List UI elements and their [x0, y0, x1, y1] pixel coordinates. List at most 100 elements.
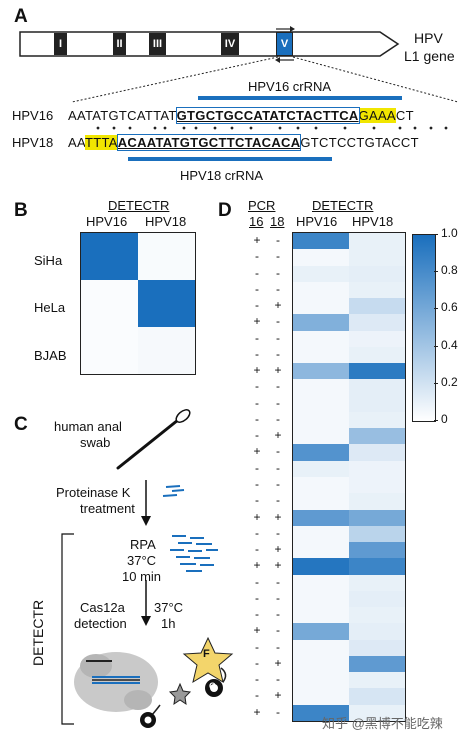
panel-d-cell	[293, 607, 349, 624]
panel-d-cell	[349, 281, 405, 299]
pcr-result: -	[255, 542, 259, 557]
pcr-result: +	[253, 233, 261, 247]
panel-d-cell	[349, 509, 405, 527]
hpv18-name: HPV18	[12, 135, 54, 150]
pcr-result: +	[274, 363, 282, 378]
panel-d-cell	[293, 525, 349, 543]
panel-d-cell	[349, 444, 405, 462]
pcr-result: -	[276, 525, 280, 540]
pcr-result: -	[255, 639, 259, 654]
panel-d-cell	[293, 281, 349, 299]
panel-d-cell	[293, 655, 349, 673]
hpv16-seq-pam: GAAA	[358, 108, 396, 123]
panel-d-cell	[293, 363, 349, 380]
rpa-temp: 37°C	[127, 553, 157, 568]
panel-d-cell	[349, 655, 405, 673]
pcr-result: -	[276, 379, 280, 394]
panel-d-cell	[349, 525, 405, 543]
panel-d-cell	[293, 460, 349, 478]
pcr-result: -	[255, 281, 259, 296]
rpa-label: RPA	[130, 537, 156, 552]
panel-d-cell	[293, 493, 349, 511]
pcr-result: -	[276, 265, 280, 280]
hpv18-crrna-label: HPV18 crRNA	[180, 168, 264, 183]
panel-d-cell	[349, 672, 405, 689]
panel-d-cell	[293, 346, 349, 364]
colorbar-tick-label: 0.4	[441, 337, 458, 352]
colorbar-tick-label: 0	[441, 412, 448, 426]
hpv16-seq-target: GTGCTGCCATATCTACTTCA	[175, 107, 360, 124]
hpv18-seq-pre: AA	[68, 135, 85, 150]
hpv16-crrna-label: HPV16 crRNA	[248, 79, 332, 94]
panel-d-cell	[349, 542, 405, 559]
colorbar-tick-mark	[434, 234, 438, 235]
cas12a-label-2: detection	[74, 616, 127, 631]
colorbar-tick-label: 0.2	[441, 374, 458, 389]
l1-gene-diagram	[19, 26, 459, 103]
panel-b-col-hpv16: HPV16	[86, 214, 128, 229]
swab-label-1: human anal	[54, 419, 122, 434]
panel-d-letter: D	[218, 200, 232, 221]
pcr-result: -	[276, 639, 280, 654]
panel-d-cell	[293, 574, 349, 592]
exon-4: IV	[221, 33, 239, 55]
panel-d-cell	[349, 233, 405, 250]
pcr-result: -	[255, 379, 259, 394]
panel-d-cell	[293, 590, 349, 608]
pcr-result: -	[255, 428, 259, 443]
panel-d-cell	[293, 704, 349, 722]
panel-b-row-bjab: BJAB	[34, 348, 67, 363]
pcr-result: +	[274, 688, 282, 703]
pcr-result: -	[276, 411, 280, 426]
pcr-result: -	[276, 623, 280, 638]
pcr-result: +	[253, 314, 261, 329]
pcr-result: -	[255, 298, 259, 313]
panel-b-cell	[138, 280, 195, 327]
panel-d-col-hpv16: HPV16	[296, 214, 338, 229]
colorbar-tick-mark	[434, 308, 438, 310]
panel-d-heatmap	[292, 232, 406, 722]
hpv16-crrna-bar	[198, 96, 402, 100]
panel-d-cell	[349, 704, 405, 722]
panel-d-cell	[293, 265, 349, 283]
pcr-result: -	[255, 688, 259, 703]
pcr-result: +	[274, 542, 282, 557]
panel-d-cell	[293, 298, 349, 315]
detectr-side-label: DETECTR	[30, 599, 46, 666]
panel-b-cell	[81, 233, 138, 280]
pcr-result: -	[276, 607, 280, 622]
panel-d-cell	[349, 298, 405, 315]
panel-d-cell	[349, 493, 405, 511]
pcr-result: -	[276, 672, 280, 687]
pcr-result: -	[255, 672, 259, 687]
pcr-result: +	[253, 509, 261, 524]
proteinase-label-1: Proteinase K	[56, 485, 131, 500]
pcr-result: -	[255, 655, 259, 670]
colorbar-tick-label: 1.0	[441, 226, 458, 240]
pcr-result: -	[276, 574, 280, 589]
panel-b-cell	[81, 280, 138, 327]
pcr-result: +	[253, 444, 261, 459]
pcr-result: +	[274, 509, 282, 524]
hpv18-crrna-bar	[128, 157, 332, 161]
pcr-result: -	[276, 460, 280, 475]
panel-c-letter: C	[14, 414, 28, 435]
pcr-result: -	[276, 704, 280, 719]
pcr-18-column: - - - - + - - - + - - - + - - - - + - + + - - - - - + - + -	[271, 232, 287, 720]
panel-d-cell	[293, 623, 349, 641]
pcr-result: +	[253, 558, 261, 573]
panel-d-cell	[349, 688, 405, 706]
colorbar-tick-mark	[434, 420, 438, 421]
pcr-16-column: + - - - - + - - + - - - - + - - - + - - + - - - + - - - - +	[250, 232, 266, 720]
panel-d-cell	[349, 639, 405, 657]
panel-d-cell	[349, 623, 405, 641]
panel-d-cell	[349, 411, 405, 429]
pcr-result: -	[255, 607, 259, 622]
panel-d-cell	[349, 477, 405, 494]
hpv18-seq-target: ACAATATGTGCTTCTACACA	[116, 134, 302, 151]
pcr-result: +	[274, 428, 282, 443]
quencher-label: Q	[209, 681, 217, 691]
pcr-result: -	[255, 493, 259, 508]
pcr-result: +	[253, 623, 261, 638]
pcr-result: -	[255, 574, 259, 589]
